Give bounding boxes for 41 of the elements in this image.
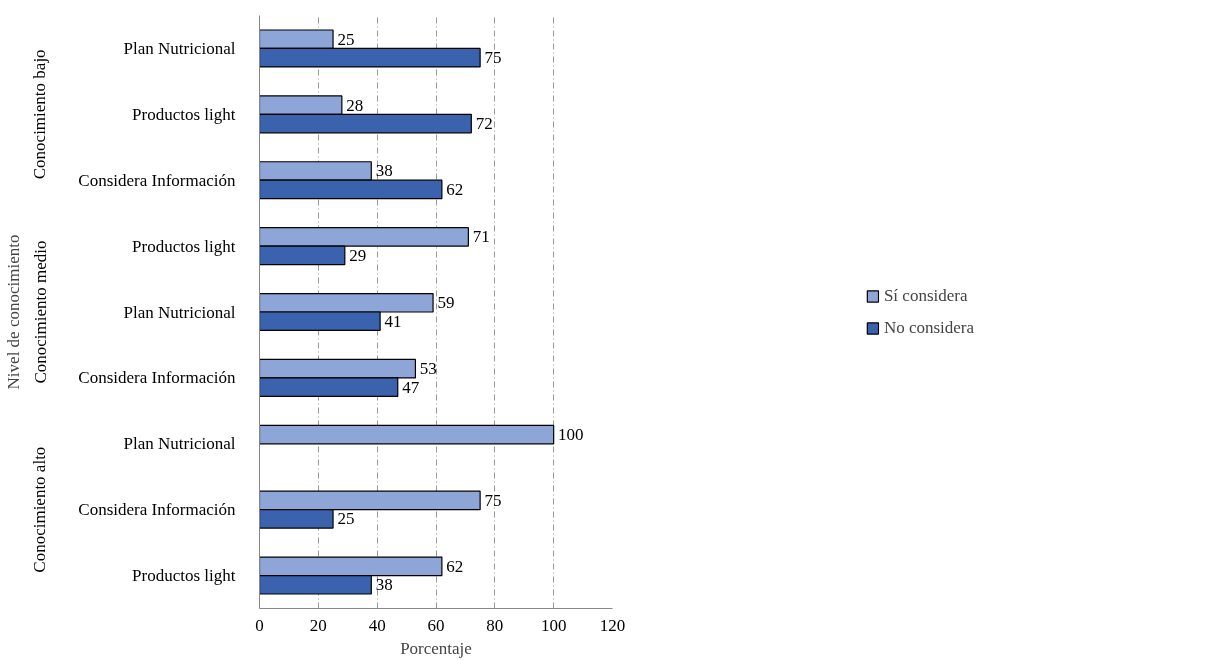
text: Conocimiento alto [30, 446, 50, 573]
x-tick-label: 0 [255, 615, 264, 635]
data-label: 75 [484, 48, 502, 68]
data-label: 28 [346, 95, 364, 115]
y-tick-label: Considera Información [78, 368, 236, 388]
x-tick-label: 120 [599, 615, 626, 635]
data-label: 62 [446, 179, 464, 199]
data-label: 25 [337, 29, 355, 49]
x-tick-label: 60 [427, 615, 445, 635]
x-tick-label: 80 [486, 615, 504, 635]
data-label: 25 [337, 509, 355, 529]
y-tick-label: Plan Nutricional [123, 38, 236, 58]
bar [259, 424, 555, 445]
y-tick-label: Plan Nutricional [123, 302, 236, 322]
data-label: 62 [446, 556, 464, 576]
data-label: 38 [375, 575, 393, 595]
y-axis-title: Nivel de conocimiento [3, 234, 23, 390]
y-tick-label: Productos light [132, 236, 236, 256]
legend-label: Sí considera [883, 285, 968, 306]
data-label: 29 [349, 245, 367, 265]
data-label: 59 [437, 293, 455, 313]
y-tick-label: Considera Información [78, 500, 236, 520]
text: Conocimiento medio [30, 240, 50, 384]
text: Conocimiento bajo [30, 49, 50, 180]
y-tick-label: Considera Información [78, 170, 236, 190]
data-label: 53 [419, 359, 437, 379]
data-label: 47 [402, 377, 420, 397]
y-tick-label: Productos light [132, 104, 236, 124]
data-label: 71 [472, 227, 490, 247]
data-label: 38 [375, 161, 393, 181]
x-axis-title: Porcentaje [400, 638, 472, 658]
x-tick-label: 20 [309, 615, 327, 635]
legend-label: No considera [883, 317, 975, 338]
y-tick-label: Plan Nutricional [123, 434, 236, 454]
x-tick-label: 100 [540, 615, 567, 635]
data-label: 41 [384, 311, 402, 331]
y-tick-label: Productos light [132, 566, 236, 586]
x-tick-label: 40 [368, 615, 386, 635]
data-label: 75 [484, 490, 502, 510]
data-label: 100 [558, 425, 584, 445]
data-label: 72 [475, 114, 493, 134]
